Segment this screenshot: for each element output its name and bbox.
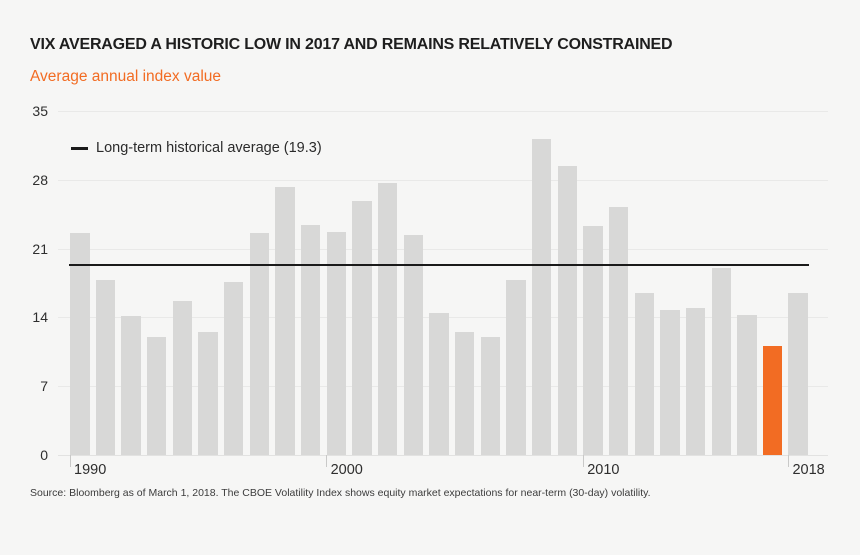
x-axis-line xyxy=(58,455,828,456)
gridline-28 xyxy=(58,179,828,181)
bar-1993 xyxy=(146,337,167,455)
y-axis-label-35: 35 xyxy=(32,103,48,119)
bar-2003 xyxy=(403,234,424,455)
bar-2017 xyxy=(762,345,783,455)
x-axis-label-1990: 1990 xyxy=(74,462,107,478)
x-axis-label-2000: 2000 xyxy=(330,462,363,478)
y-axis-label-28: 28 xyxy=(32,171,48,188)
bar-2004 xyxy=(429,313,449,455)
bar-1997 xyxy=(249,232,270,455)
x-axis-label-2018: 2018 xyxy=(792,462,825,478)
bar-1998 xyxy=(275,186,295,455)
bar-1992 xyxy=(121,316,141,455)
bar-2013 xyxy=(660,309,680,455)
bar-1995 xyxy=(198,332,218,455)
bar-2009 xyxy=(557,166,578,455)
bar-1990 xyxy=(70,232,90,455)
average-line-legend: Long-term historical average (19.3) xyxy=(71,140,322,156)
bar-1999 xyxy=(300,225,321,455)
bar-2018 xyxy=(788,292,808,455)
long-term-average-line xyxy=(69,264,809,267)
bar-2010 xyxy=(583,225,603,455)
average-line-legend-label: Long-term historical average (19.3) xyxy=(96,140,322,156)
x-axis-tick-2010 xyxy=(582,455,584,467)
chart-title: VIX AVERAGED A HISTORIC LOW IN 2017 AND … xyxy=(30,36,673,53)
y-axis-label-7: 7 xyxy=(40,378,48,395)
bar-2008 xyxy=(531,138,552,455)
chart-subtitle: Average annual index value xyxy=(30,68,222,85)
x-axis-tick-1990 xyxy=(69,455,71,467)
y-axis-label-0: 0 xyxy=(40,447,48,463)
bar-1991 xyxy=(95,280,116,455)
average-line-legend-swatch xyxy=(71,146,88,150)
bar-2006 xyxy=(480,337,501,455)
bar-2007 xyxy=(506,280,526,455)
bar-2012 xyxy=(634,292,655,455)
gridline-21 xyxy=(58,248,828,250)
y-axis-label-21: 21 xyxy=(32,240,48,257)
y-axis-label-14: 14 xyxy=(32,309,48,326)
bar-2016 xyxy=(737,315,757,455)
bar-2001 xyxy=(352,201,372,455)
source-note: Source: Bloomberg as of March 1, 2018. T… xyxy=(30,487,651,499)
bar-2002 xyxy=(377,182,398,455)
bar-2015 xyxy=(711,268,731,455)
bar-2011 xyxy=(608,207,629,455)
bar-2014 xyxy=(685,307,706,455)
bar-2000 xyxy=(326,231,347,455)
x-axis-tick-2018 xyxy=(787,455,789,467)
gridline-35 xyxy=(58,111,828,112)
bar-2005 xyxy=(454,332,475,455)
x-axis-tick-2000 xyxy=(326,455,328,467)
bar-1996 xyxy=(223,282,244,455)
bar-1994 xyxy=(172,300,193,455)
x-axis-label-2010: 2010 xyxy=(587,462,620,478)
